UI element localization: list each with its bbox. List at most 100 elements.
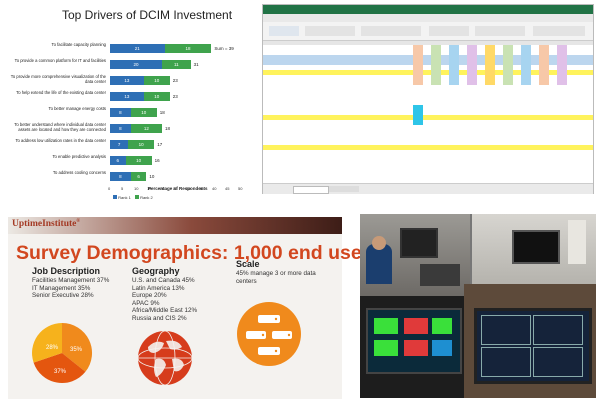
bar-rank2 xyxy=(162,60,191,69)
geo-line: Latin America 13% xyxy=(132,284,185,292)
bar-rank2 xyxy=(130,172,147,181)
bar-rank2 xyxy=(164,44,212,53)
photo-screen-right xyxy=(464,284,596,398)
sum-label: 16 xyxy=(154,158,160,163)
bar-rank1 xyxy=(110,156,126,165)
sum-label: 23 xyxy=(172,94,178,99)
x-tick-label: 35 xyxy=(199,186,204,191)
bar-value-label: 8 xyxy=(119,126,122,131)
x-tick-label: 25 xyxy=(173,186,178,191)
sheet-column-highlight xyxy=(431,45,441,85)
category-label: To help extend the life of the existing … xyxy=(16,90,106,95)
control-room-photo xyxy=(360,214,596,398)
category-label: To better understand where individual da… xyxy=(14,122,106,132)
geo-line: Russia and CIS 2% xyxy=(132,314,187,322)
photo-screen-left xyxy=(360,296,464,398)
bar-rank1 xyxy=(110,140,129,149)
bar-rank2 xyxy=(125,156,152,165)
excel-ribbon xyxy=(263,22,593,41)
sheet-tabs-bar xyxy=(263,183,593,194)
category-label: To better manage energy costs xyxy=(48,106,107,111)
bar-value-label: 6 xyxy=(137,174,140,179)
x-tick-label: 30 xyxy=(186,186,191,191)
bar-value-label: 11 xyxy=(173,62,179,67)
category-label: To address cooling concerns xyxy=(52,170,106,175)
bar-rank2 xyxy=(130,124,162,133)
legend-rank1-label: Rank 1 xyxy=(118,195,131,200)
scale-line: centers xyxy=(236,277,257,285)
sum-label: 17 xyxy=(157,142,163,147)
bar-value-label: 10 xyxy=(141,110,147,115)
bar-rank2 xyxy=(130,108,157,117)
bar-value-label: 13 xyxy=(124,94,130,99)
photo-wall-monitor xyxy=(472,214,596,284)
geo-line: APAC 9% xyxy=(132,299,160,307)
bar-value-label: 13 xyxy=(124,78,130,83)
bar-value-label: 7 xyxy=(117,142,121,147)
scale-heading: Scale xyxy=(236,259,260,269)
bar-value-label: 8 xyxy=(119,110,122,115)
job-heading: Job Description xyxy=(32,266,101,276)
geo-heading: Geography xyxy=(132,266,180,276)
bar-rank2 xyxy=(143,76,170,85)
pie-label-37: 37% xyxy=(54,369,67,375)
photo-operator-desk xyxy=(360,214,470,296)
pie-slice-35 xyxy=(62,323,93,372)
scale-lines: 45% manage 3 or more data centers xyxy=(236,270,336,285)
legend: Rank 1 Rank 2 xyxy=(113,195,153,200)
x-tick-label: 5 xyxy=(121,186,124,191)
bar-value-label: 6 xyxy=(116,158,120,163)
bar-value-label: 10 xyxy=(136,158,142,163)
sheet-column-highlight xyxy=(521,45,531,85)
bar-value-label: 18 xyxy=(185,46,191,51)
bar-value-label: 20 xyxy=(133,62,139,67)
geo-line: U.S. and Canada 45% xyxy=(132,277,195,284)
sheet-column-highlight xyxy=(557,45,567,85)
bar-rank2 xyxy=(143,92,170,101)
bar-rank1 xyxy=(110,76,144,85)
bar-value-label: 10 xyxy=(154,94,160,99)
excel-menu-tabs xyxy=(263,14,593,22)
geo-lines: U.S. and Canada 45% Latin America 13% Eu… xyxy=(132,277,197,322)
sheet-column-highlight xyxy=(449,45,459,85)
sheet-column-highlight xyxy=(539,45,549,85)
sheet-grid xyxy=(263,45,593,186)
bar-value-label: 10 xyxy=(138,142,144,147)
sum-label: 18 xyxy=(165,126,171,131)
x-axis-title: Percentage of Respondents xyxy=(148,186,208,191)
bar-value-label: 8 xyxy=(119,174,122,179)
category-label: To provide more comprehensive visualizat… xyxy=(10,74,106,84)
sum-label: 31 xyxy=(193,62,199,67)
bar-rank1 xyxy=(110,124,131,133)
category-label: To facilitate capacity planning xyxy=(51,42,106,47)
globe-icon xyxy=(137,330,193,386)
x-tick-label: 45 xyxy=(225,186,230,191)
bar-rank1 xyxy=(110,108,131,117)
legend-rank2-label: Rank 2 xyxy=(140,195,153,200)
sheet-column-highlight xyxy=(467,45,477,85)
bar-value-label: 10 xyxy=(154,78,160,83)
bar-value-label: 21 xyxy=(134,46,140,51)
bar-rank1 xyxy=(110,92,144,101)
job-pie-chart: 28% 35% 37% xyxy=(32,323,93,383)
pie-label-35: 35% xyxy=(70,347,83,353)
sheet-column-highlight xyxy=(413,45,423,85)
pie-slice-28 xyxy=(32,323,62,363)
bar-rank1 xyxy=(110,172,131,181)
spreadsheet-screenshot xyxy=(262,4,594,194)
scale-line: 45% manage 3 or more data xyxy=(236,270,316,277)
slide-header-band xyxy=(8,217,342,234)
legend-rank1-swatch xyxy=(113,195,117,199)
job-line: Senior Executive 28% xyxy=(32,292,94,299)
bar-value-label: 12 xyxy=(143,126,149,131)
category-label: To enable predictive analysis xyxy=(52,154,106,159)
sheet-cyan-cell xyxy=(413,105,423,125)
bar-rank2 xyxy=(128,140,155,149)
sum-label: 10 xyxy=(149,174,155,179)
job-line: Facilities Management 37% xyxy=(32,277,110,284)
job-line: IT Management 35% xyxy=(32,284,91,292)
pie-slice-37 xyxy=(33,353,86,383)
chart-plot-area: To facilitate capacity planning 21 18 Sum =… xyxy=(0,0,250,205)
x-tick-label: 20 xyxy=(160,186,165,191)
slide-title: Survey Demographics: 1,000 end users xyxy=(16,242,381,264)
